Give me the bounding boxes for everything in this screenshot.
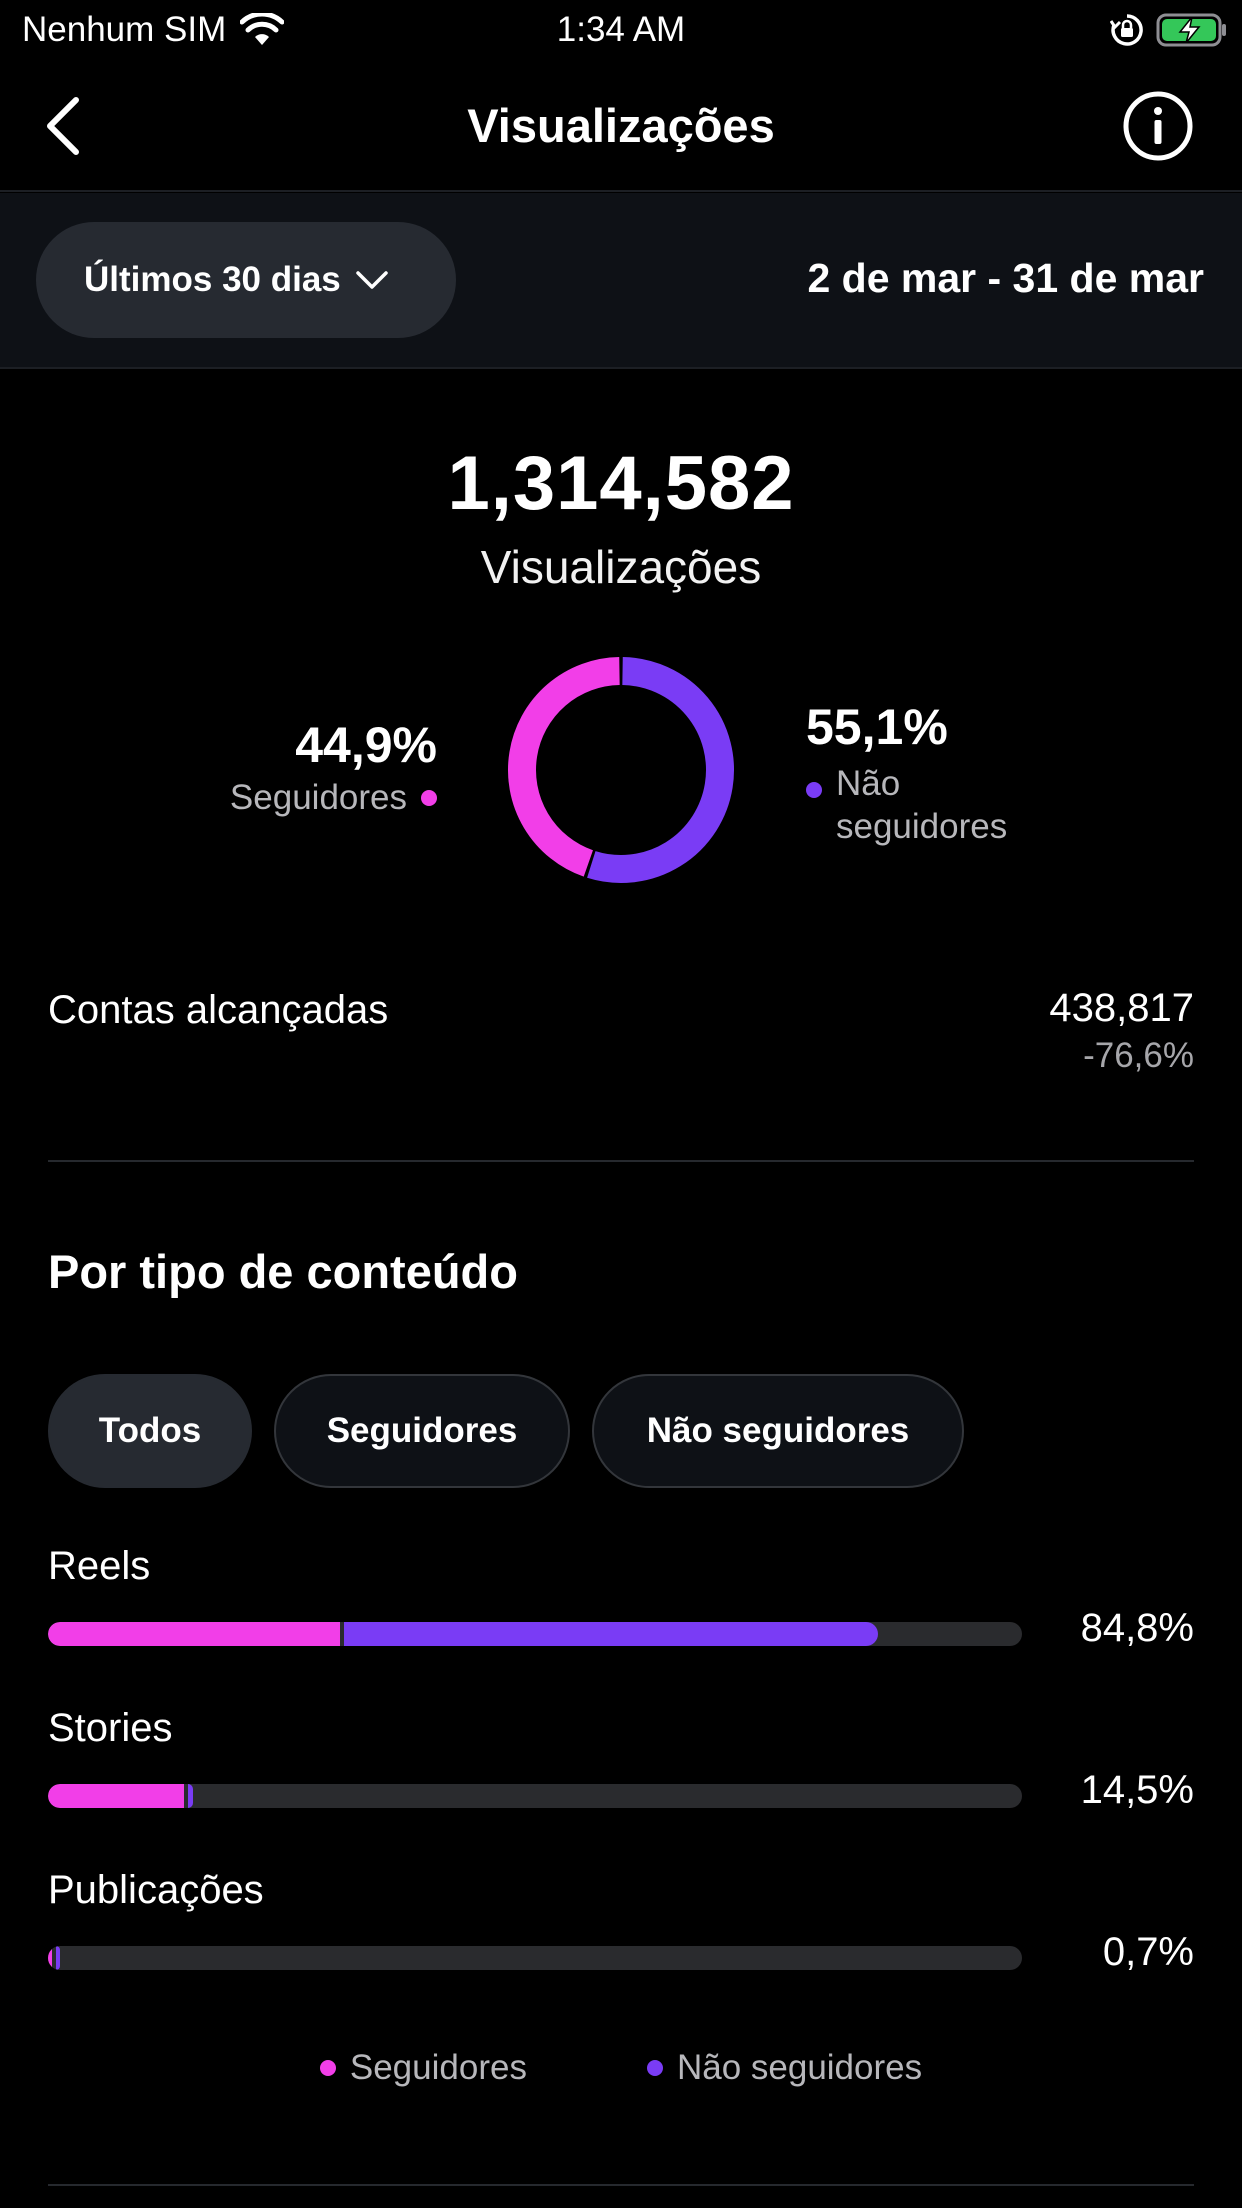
followers-label: Seguidores xyxy=(229,778,407,817)
page-title: Visualizações xyxy=(467,99,775,152)
followers-percentage: 44,9% xyxy=(295,717,437,773)
non-followers-dot-icon xyxy=(806,782,822,798)
date-range-dropdown-label: Últimos 30 dias xyxy=(84,260,341,299)
followers-dot-icon xyxy=(319,2060,336,2076)
carrier-label: Nenhum SIM xyxy=(22,10,227,49)
non-followers-bar-segment xyxy=(55,1946,60,1970)
accounts-reached-change: -76,6% xyxy=(1083,1036,1194,1075)
non-followers-bar-segment xyxy=(188,1784,194,1808)
carrier-info: Nenhum SIM xyxy=(22,10,285,50)
tab-todos[interactable]: Todos xyxy=(48,1374,252,1488)
nav-bar: Visualizações xyxy=(0,62,1242,192)
status-bar: Nenhum SIM 1:34 AM xyxy=(0,0,1242,62)
date-range-text: 2 de mar - 31 de mar xyxy=(807,255,1204,301)
followers-summary: 44,9% Seguidores xyxy=(230,716,437,818)
non-followers-label-row: Não seguidores xyxy=(806,762,1007,848)
non-followers-donut-segment xyxy=(587,657,734,883)
info-icon xyxy=(1123,91,1193,161)
info-button[interactable] xyxy=(1122,90,1194,162)
content-row-percentage: 0,7% xyxy=(1102,1930,1194,1974)
content-row-percentage: 84,8% xyxy=(1080,1606,1194,1650)
bar-legend: Seguidores Não seguidores xyxy=(0,2048,1242,2088)
content-row-label: Publicações xyxy=(48,1868,264,1912)
tab-seguidores[interactable]: Seguidores xyxy=(274,1374,570,1488)
tab-nao-seguidores[interactable]: Não seguidores xyxy=(592,1374,964,1488)
chevron-left-icon xyxy=(47,97,79,155)
content-row-label: Reels xyxy=(48,1544,151,1588)
total-views: 1,314,582 xyxy=(447,441,795,526)
followers-bar-segment xyxy=(48,1622,341,1646)
followers-bar-segment xyxy=(48,1946,52,1970)
non-followers-summary: 55,1% Não seguidores xyxy=(806,698,1007,848)
content-row-stories: Stories 14,5% xyxy=(48,1706,1194,1812)
chevron-down-icon xyxy=(356,271,388,289)
filter-bar: Últimos 30 dias 2 de mar - 31 de mar xyxy=(0,193,1242,369)
back-button[interactable] xyxy=(30,92,94,160)
content-row-reels: Reels 84,8% xyxy=(48,1544,1194,1650)
non-followers-bar-segment xyxy=(344,1622,878,1646)
legend-followers: Seguidores xyxy=(319,2048,527,2088)
non-followers-label: Não seguidores xyxy=(836,762,1007,848)
non-followers-label-line1: Não xyxy=(836,764,901,803)
orientation-lock-icon xyxy=(1110,14,1143,46)
views-donut-chart xyxy=(508,657,734,883)
accounts-reached-label: Contas alcançadas xyxy=(48,988,389,1032)
legend-non-followers-label: Não seguidores xyxy=(676,2048,923,2087)
followers-donut-segment xyxy=(508,657,620,877)
accounts-reached-value: 438,817 xyxy=(1049,986,1194,1030)
content-bar-track xyxy=(48,1622,1022,1646)
date-range-dropdown[interactable]: Últimos 30 dias xyxy=(36,222,456,338)
content-row-label: Stories xyxy=(48,1706,173,1750)
non-followers-label-line2: seguidores xyxy=(836,807,1008,846)
followers-dot-icon xyxy=(421,790,437,806)
content-bar-track xyxy=(48,1784,1022,1808)
content-row-publicacoes: Publicações 0,7% xyxy=(48,1868,1194,1974)
wifi-icon xyxy=(240,13,285,45)
content-bar-track xyxy=(48,1946,1022,1970)
status-icons xyxy=(1110,12,1228,48)
status-time: 1:34 AM xyxy=(556,10,686,49)
followers-label-row: Seguidores xyxy=(230,778,437,818)
content-type-title: Por tipo de conteúdo xyxy=(48,1245,518,1298)
content-type-tabs: Todos Seguidores Não seguidores xyxy=(48,1374,964,1488)
followers-bar-segment xyxy=(48,1784,185,1808)
non-followers-percentage: 55,1% xyxy=(806,699,948,755)
non-followers-dot-icon xyxy=(646,2060,663,2076)
divider xyxy=(48,2184,1194,2186)
total-views-label: Visualizações xyxy=(480,541,762,593)
divider xyxy=(48,1160,1194,1162)
battery-charging-icon xyxy=(1156,13,1226,47)
legend-non-followers: Não seguidores xyxy=(646,2048,923,2088)
legend-followers-label: Seguidores xyxy=(349,2048,527,2087)
content-row-percentage: 14,5% xyxy=(1080,1768,1194,1812)
